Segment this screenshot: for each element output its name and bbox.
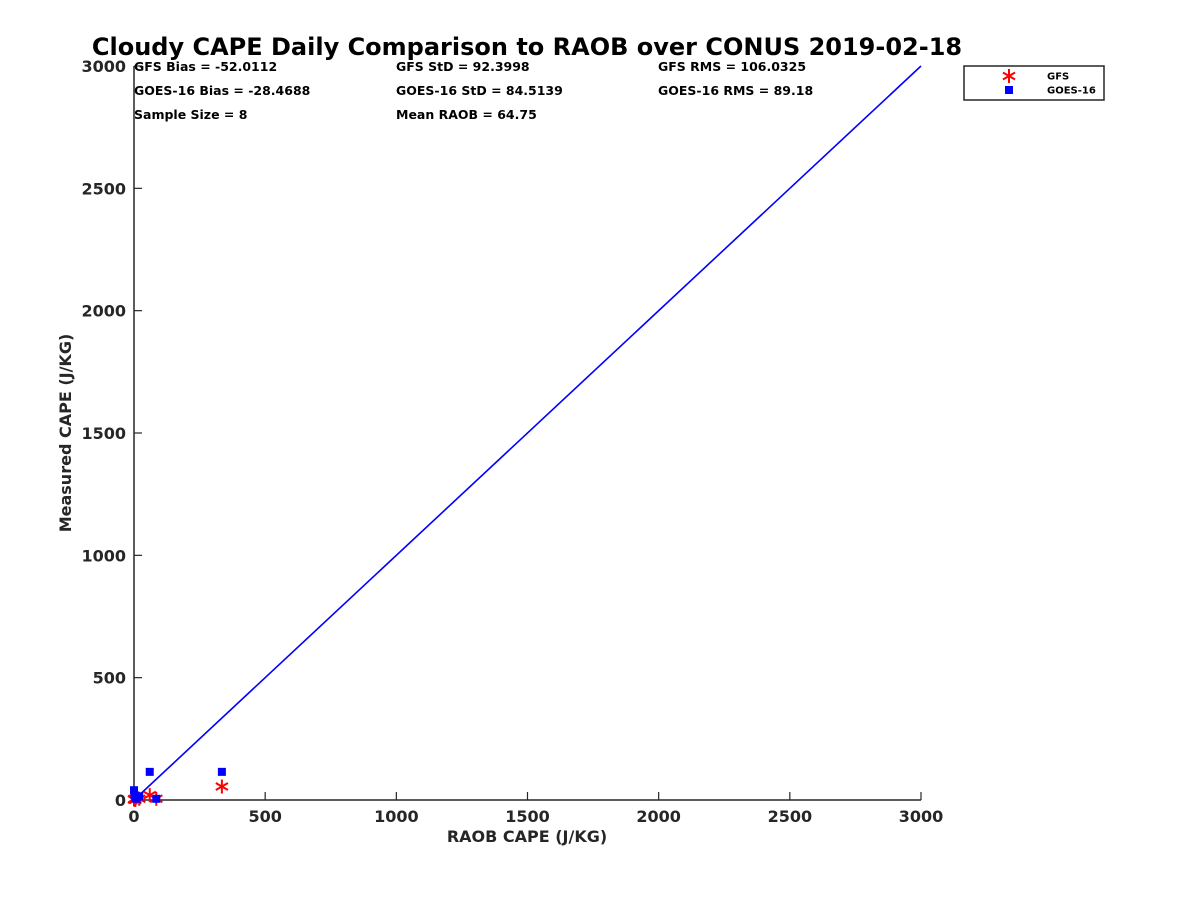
- x-tick-label: 3000: [899, 807, 944, 826]
- stat-text: Mean RAOB = 64.75: [396, 107, 537, 122]
- stat-text: GFS StD = 92.3998: [396, 59, 530, 74]
- one-to-one-line: [133, 65, 922, 801]
- axes: 0 500 1000 1500 2000 2500 3000 0 500 1000 1500 2000…: [81, 57, 943, 826]
- chart-title: Cloudy CAPE Daily Comparison to RAOB ove…: [92, 33, 962, 61]
- stat-text: GOES-16 Bias = -28.4688: [134, 83, 310, 98]
- x-axis-label: RAOB CAPE (J/KG): [447, 827, 607, 846]
- stat-text: GOES-16 RMS = 89.18: [658, 83, 813, 98]
- stat-text: GFS Bias = -52.0112: [134, 59, 277, 74]
- legend-marker-gfs: [1002, 69, 1016, 83]
- stat-text: GFS RMS = 106.0325: [658, 59, 806, 74]
- legend: GFS GOES-16: [963, 65, 1105, 101]
- asterisk-stroke: [215, 782, 229, 791]
- y-tick-label: 2000: [81, 302, 126, 321]
- legend-marker-goes-16: [1005, 86, 1013, 94]
- data-points: [127, 767, 229, 807]
- y-tick-label: 3000: [81, 57, 126, 76]
- legend-box: [963, 65, 1105, 101]
- x-tick-label: 0: [128, 807, 139, 826]
- y-tick-label: 0: [115, 791, 126, 810]
- x-tick-label: 1000: [374, 807, 419, 826]
- goes-16-point: [217, 767, 226, 776]
- goes-16-point: [130, 786, 138, 795]
- reference-line-group: [133, 65, 922, 801]
- x-tick-label: 2500: [768, 807, 813, 826]
- stat-text: Sample Size = 8: [134, 107, 247, 122]
- x-tick-label: 2000: [636, 807, 681, 826]
- x-tick-label: 1500: [505, 807, 550, 826]
- legend-label-gfs: GFS: [1047, 72, 1069, 83]
- stats-annotations: GFS Bias = -52.0112 GFS StD = 92.3998 GFS …: [134, 59, 813, 122]
- series-goes-16: [130, 767, 226, 803]
- y-tick-label: 1000: [81, 546, 126, 565]
- goes-16-point: [135, 792, 144, 801]
- stat-text: GOES-16 StD = 84.5139: [396, 83, 563, 98]
- asterisk-stroke: [1002, 71, 1016, 81]
- goes-16-point: [152, 794, 161, 803]
- x-tick-label: 500: [248, 807, 281, 826]
- y-tick-label: 1500: [81, 424, 126, 443]
- legend-label-goes-16: GOES-16: [1047, 86, 1096, 97]
- goes-16-point: [145, 767, 154, 776]
- y-tick-label: 2500: [81, 179, 126, 198]
- gfs-point: [215, 779, 229, 794]
- y-axis-label: Measured CAPE (J/KG): [56, 334, 75, 533]
- y-tick-label: 500: [93, 669, 126, 688]
